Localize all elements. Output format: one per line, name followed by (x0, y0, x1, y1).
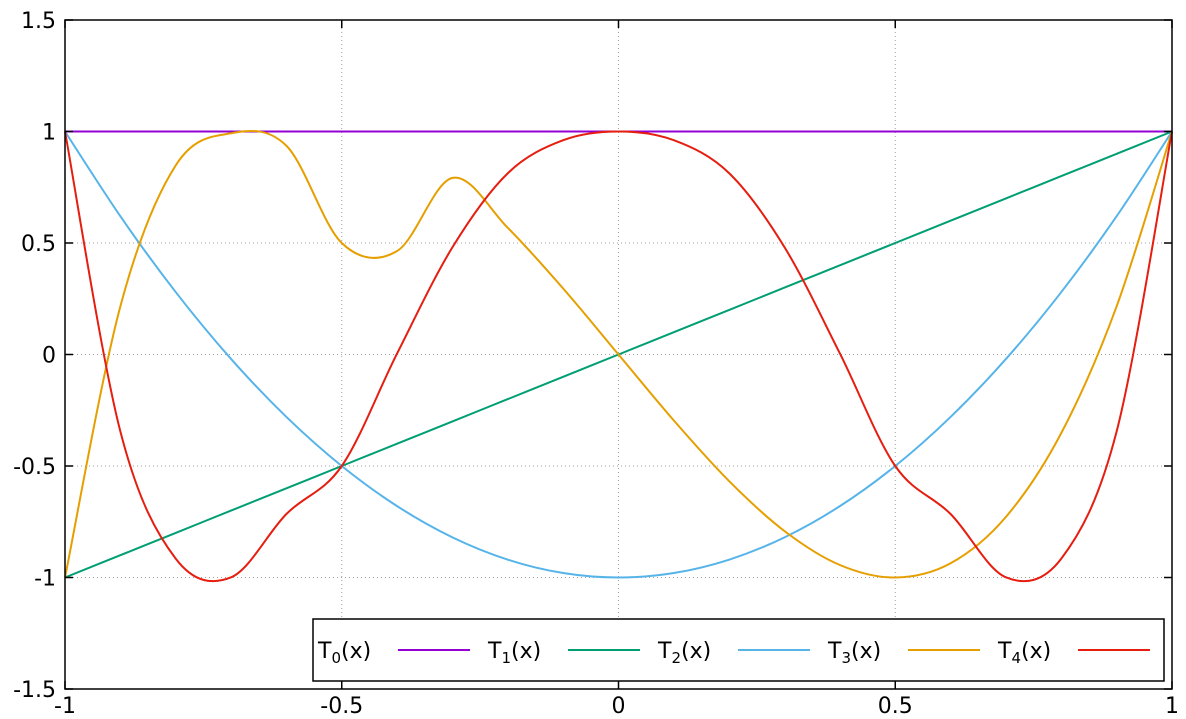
legend-label-T1: T1(x) (487, 639, 541, 667)
x-tick-label: 0 (612, 694, 626, 719)
y-tick-label: 1 (42, 121, 56, 146)
series-line-T3 (64, 129, 1173, 579)
axis-ticks: -1 -0.5 0 0.5 11.510.50-0.5-1-1.5 (13, 9, 1179, 719)
series-line-T4 (64, 130, 1173, 583)
y-tick-label: -1 (34, 567, 56, 592)
x-tick-label: -0.5 (320, 694, 363, 719)
y-tick-label: 1.5 (21, 9, 56, 34)
x-tick-label: 0.5 (878, 694, 913, 719)
y-tick-label: 0.5 (21, 232, 56, 257)
y-tick-label: -0.5 (13, 455, 56, 480)
legend-label-T0: T0(x) (317, 639, 371, 667)
series-line-T2 (64, 130, 1173, 579)
legend-label-T4: T4(x) (997, 639, 1051, 667)
legend: T0(x) T1(x) T2(x) T3(x) T4(x) (312, 618, 1165, 682)
legend-label-T2: T2(x) (657, 639, 711, 667)
x-tick-label: -1 (54, 694, 76, 719)
legend-label-T3: T3(x) (827, 639, 881, 667)
series-lines (64, 129, 1173, 583)
x-tick-label: 1 (1165, 694, 1179, 719)
y-tick-label: 0 (42, 344, 56, 369)
y-tick-label: -1.5 (13, 678, 56, 703)
